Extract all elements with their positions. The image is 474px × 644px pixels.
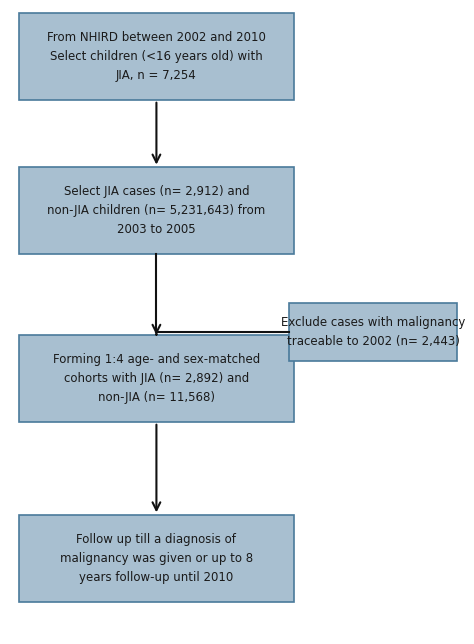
FancyBboxPatch shape — [19, 515, 294, 602]
FancyBboxPatch shape — [289, 303, 457, 361]
Text: Forming 1:4 age- and sex-matched
cohorts with JIA (n= 2,892) and
non-JIA (n= 11,: Forming 1:4 age- and sex-matched cohorts… — [53, 353, 260, 404]
Text: From NHIRD between 2002 and 2010
Select children (<16 years old) with
JIA, n = 7: From NHIRD between 2002 and 2010 Select … — [47, 31, 266, 82]
Text: Exclude cases with malignancy
traceable to 2002 (n= 2,443): Exclude cases with malignancy traceable … — [281, 316, 465, 348]
Text: Select JIA cases (n= 2,912) and
non-JIA children (n= 5,231,643) from
2003 to 200: Select JIA cases (n= 2,912) and non-JIA … — [47, 185, 265, 236]
Text: Follow up till a diagnosis of
malignancy was given or up to 8
years follow-up un: Follow up till a diagnosis of malignancy… — [60, 533, 253, 584]
FancyBboxPatch shape — [19, 13, 294, 100]
FancyBboxPatch shape — [19, 335, 294, 422]
FancyBboxPatch shape — [19, 167, 294, 254]
